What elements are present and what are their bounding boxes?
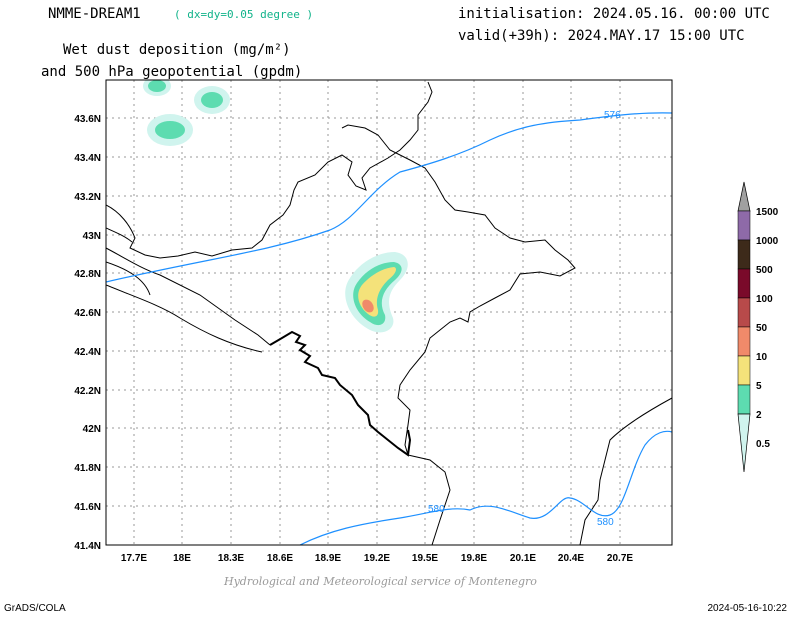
lat-label: 43.4N [74, 153, 101, 164]
colorbar-segment [737, 384, 751, 415]
model-resolution: ( dx=dy=0.05 degree ) [174, 8, 314, 21]
colorbar-label: 50 [756, 323, 768, 334]
dust-patch-center [345, 252, 408, 333]
contour-labels: 576 580 580 [428, 110, 621, 528]
colorbar-label: 100 [756, 294, 773, 305]
valid-time: valid(+39h): 2024.MAY.17 15:00 UTC [458, 28, 745, 44]
lat-label: 41.8N [74, 463, 101, 474]
latitude-labels: 43.6N 43.4N 43.2N 43N 42.8N 42.6N 42.4N … [74, 114, 101, 552]
credit-watermark: Hydrological and Meteorological service … [224, 575, 537, 588]
lat-label: 43.2N [74, 192, 101, 203]
model-title: NMME-DREAM1 [48, 6, 141, 22]
lat-label: 43N [83, 231, 101, 242]
lat-label: 42.2N [74, 386, 101, 397]
colorbar-segment [737, 239, 751, 270]
lat-label: 43.6N [74, 114, 101, 125]
lat-label: 42.4N [74, 347, 101, 358]
longitude-labels: 17.7E 18E 18.3E 18.6E 18.9E 19.2E 19.5E … [121, 553, 633, 564]
contour-label: 580 [597, 517, 614, 528]
colorbar-label: 1500 [756, 207, 779, 218]
variable-subtitle: and 500 hPa geopotential (gpdm) [41, 64, 303, 80]
colorbar-labels: 1500 1000 500 100 50 10 5 2 0.5 [756, 207, 779, 450]
initialisation-time: initialisation: 2024.05.16. 00:00 UTC [458, 6, 770, 22]
colorbar-top-arrow [737, 181, 751, 212]
lat-label: 42N [83, 424, 101, 435]
lon-label: 17.7E [121, 553, 147, 564]
render-timestamp: 2024-05-16-10:22 [707, 603, 787, 614]
colorbar-bottom-arrow [737, 413, 751, 473]
colorbar-segment [737, 210, 751, 241]
lon-label: 18.9E [315, 553, 341, 564]
colorbar-label: 500 [756, 265, 773, 276]
lon-label: 18.3E [218, 553, 244, 564]
lat-label: 41.4N [74, 541, 101, 552]
dust-patch-top [194, 86, 230, 114]
dust-patch-top-left [143, 80, 171, 96]
lat-label: 41.6N [74, 502, 101, 513]
colorbar-segment [737, 297, 751, 328]
colorbar-label: 1000 [756, 236, 779, 247]
variable-title: Wet dust deposition (mg/m²) [63, 42, 291, 58]
contour-label: 576 [604, 110, 621, 121]
contour-580-south [299, 430, 672, 545]
country-borders [106, 81, 672, 545]
lon-label: 18.6E [267, 553, 293, 564]
geopotential-contours [106, 112, 672, 545]
colorbar-label: 2 [756, 410, 762, 421]
lon-label: 19.2E [364, 553, 390, 564]
contour-576 [106, 112, 672, 283]
lat-label: 42.8N [74, 269, 101, 280]
lon-label: 20.4E [558, 553, 584, 564]
colorbar-segment [737, 355, 751, 386]
contour-label: 580 [428, 504, 445, 515]
lon-label: 20.7E [607, 553, 633, 564]
colorbar-label: 5 [756, 381, 762, 392]
colorbar-segment [737, 326, 751, 357]
lon-label: 18E [173, 553, 191, 564]
lon-label: 19.8E [461, 553, 487, 564]
map-frame [105, 79, 673, 546]
lon-label: 19.5E [412, 553, 438, 564]
colorbar-label: 0.5 [756, 439, 770, 450]
colorbar-label: 10 [756, 352, 768, 363]
dust-patch-left [147, 114, 193, 146]
coastline [269, 330, 412, 457]
software-label: GrADS/COLA [4, 603, 66, 614]
colorbar-segment [737, 268, 751, 299]
lat-label: 42.6N [74, 308, 101, 319]
colorbar: 1500 1000 500 100 50 10 5 2 0.5 [737, 181, 779, 473]
lon-label: 20.1E [510, 553, 536, 564]
